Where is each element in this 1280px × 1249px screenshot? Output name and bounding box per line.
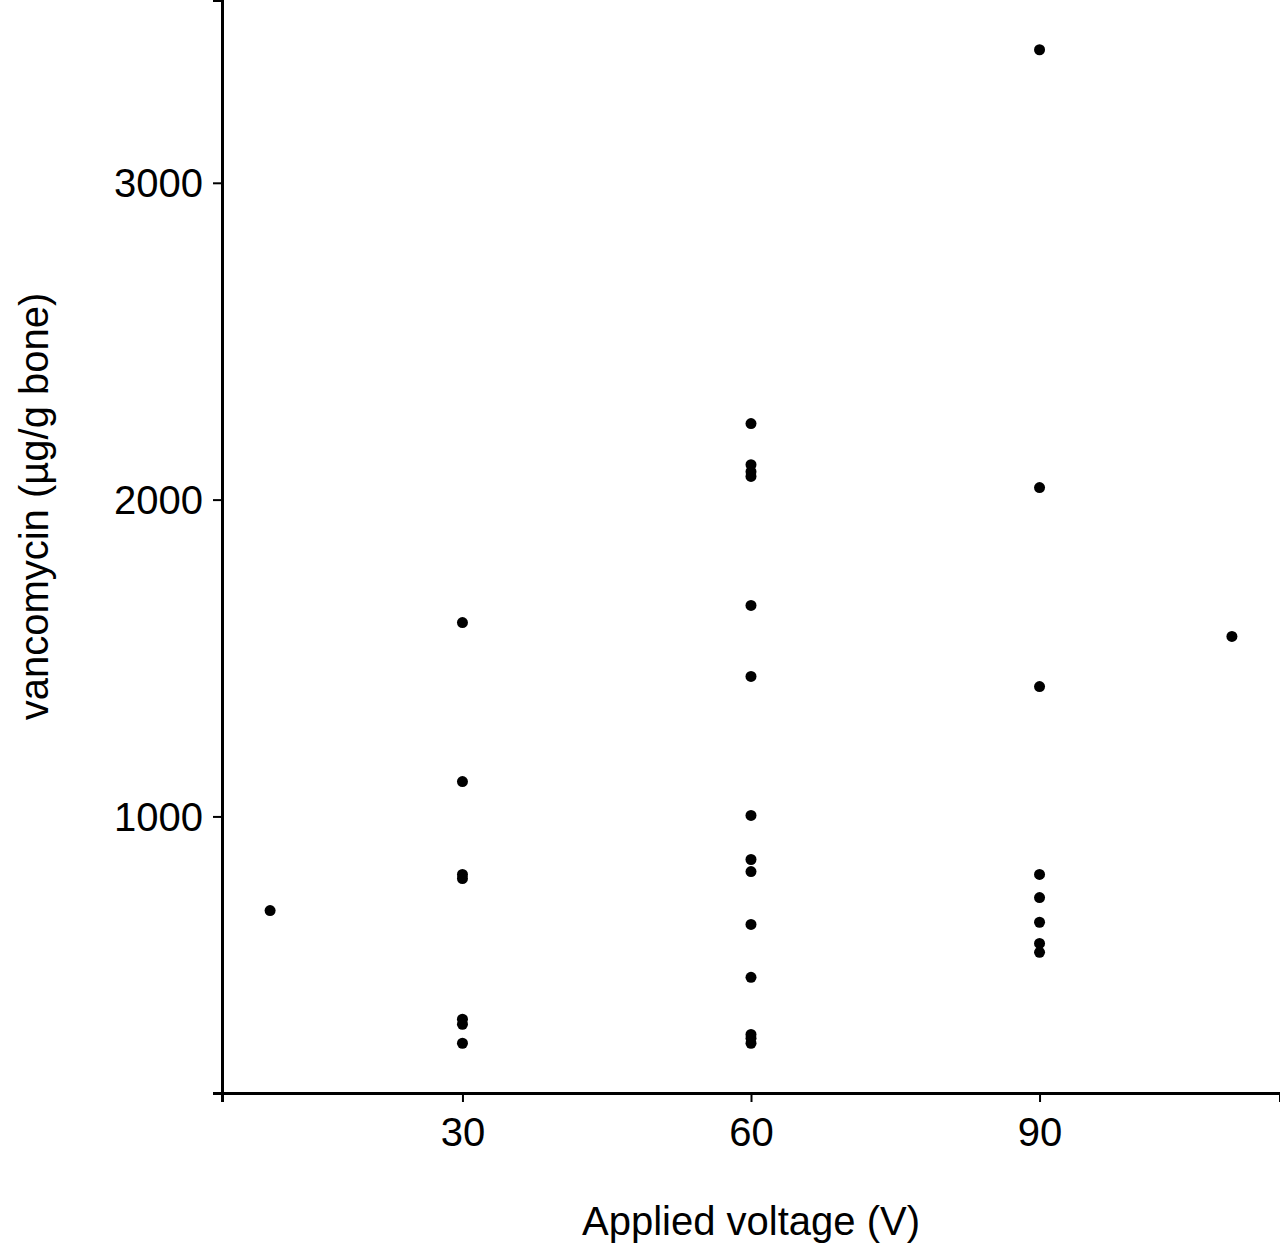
x-tick-label: 30 xyxy=(441,1110,486,1154)
y-tick: 2000 xyxy=(114,478,222,522)
point xyxy=(746,854,757,865)
x-tick-mark xyxy=(1039,1093,1041,1102)
y-tick-mark xyxy=(213,816,222,818)
y-tick-label: 1000 xyxy=(114,795,203,839)
y-tick: 3000 xyxy=(114,161,222,205)
point xyxy=(1034,681,1045,692)
point xyxy=(457,1019,468,1030)
point xyxy=(457,617,468,628)
point xyxy=(746,600,757,611)
point xyxy=(1034,482,1045,493)
y-axis-title: vancomycin (µg/g bone) xyxy=(12,293,56,721)
point xyxy=(265,905,276,916)
point xyxy=(746,471,757,482)
point xyxy=(1034,44,1045,55)
x-axis-title: Applied voltage (V) xyxy=(582,1199,920,1243)
y-tick-label: 2000 xyxy=(114,478,203,522)
x-tick: 90 xyxy=(1018,1093,1063,1154)
x-tick: 30 xyxy=(441,1093,486,1154)
y-tick-label: 3000 xyxy=(114,161,203,205)
x-tick: 60 xyxy=(729,1093,774,1154)
y-tick: 1000 xyxy=(114,795,222,839)
point xyxy=(1226,631,1237,642)
x-axis: 30 60 90 xyxy=(223,1093,1280,1154)
point xyxy=(457,1038,468,1049)
points xyxy=(265,44,1238,1049)
y-tick-mark xyxy=(213,182,222,184)
point xyxy=(1034,947,1045,958)
x-tick-mark xyxy=(462,1093,464,1102)
y-axis-line xyxy=(213,1,223,1094)
x-axis-line xyxy=(223,1094,1280,1103)
point xyxy=(746,418,757,429)
point xyxy=(746,919,757,930)
point xyxy=(746,1038,757,1049)
y-tick-mark xyxy=(213,499,222,501)
point xyxy=(746,866,757,877)
x-tick-label: 90 xyxy=(1018,1110,1063,1154)
point xyxy=(1034,892,1045,903)
point xyxy=(457,776,468,787)
chart: 30 60 90 1000 2000 3000 Applied voltage (V) van… xyxy=(0,0,1280,1249)
point xyxy=(1034,869,1045,880)
point xyxy=(746,972,757,983)
x-tick-label: 60 xyxy=(729,1110,774,1154)
point xyxy=(1034,917,1045,928)
point xyxy=(746,810,757,821)
y-axis: 1000 2000 3000 xyxy=(114,1,222,1094)
point xyxy=(746,671,757,682)
point xyxy=(457,873,468,884)
x-tick-mark xyxy=(751,1093,753,1102)
